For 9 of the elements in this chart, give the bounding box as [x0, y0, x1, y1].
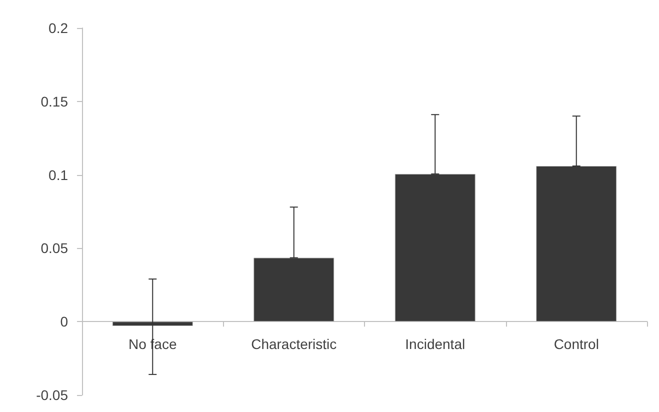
y-tick-label: 0.2: [48, 20, 68, 36]
x-tick-label: Characteristic: [251, 336, 337, 352]
y-tick-label: 0.05: [40, 240, 68, 256]
x-tick-label: Incidental: [405, 336, 466, 352]
x-tick-label: Control: [554, 336, 599, 352]
y-tick-label: 0: [60, 314, 68, 330]
y-tick-label: -0.05: [36, 387, 68, 403]
y-tick-label: 0.1: [48, 166, 68, 183]
y-tick-label: 0.15: [40, 93, 68, 110]
